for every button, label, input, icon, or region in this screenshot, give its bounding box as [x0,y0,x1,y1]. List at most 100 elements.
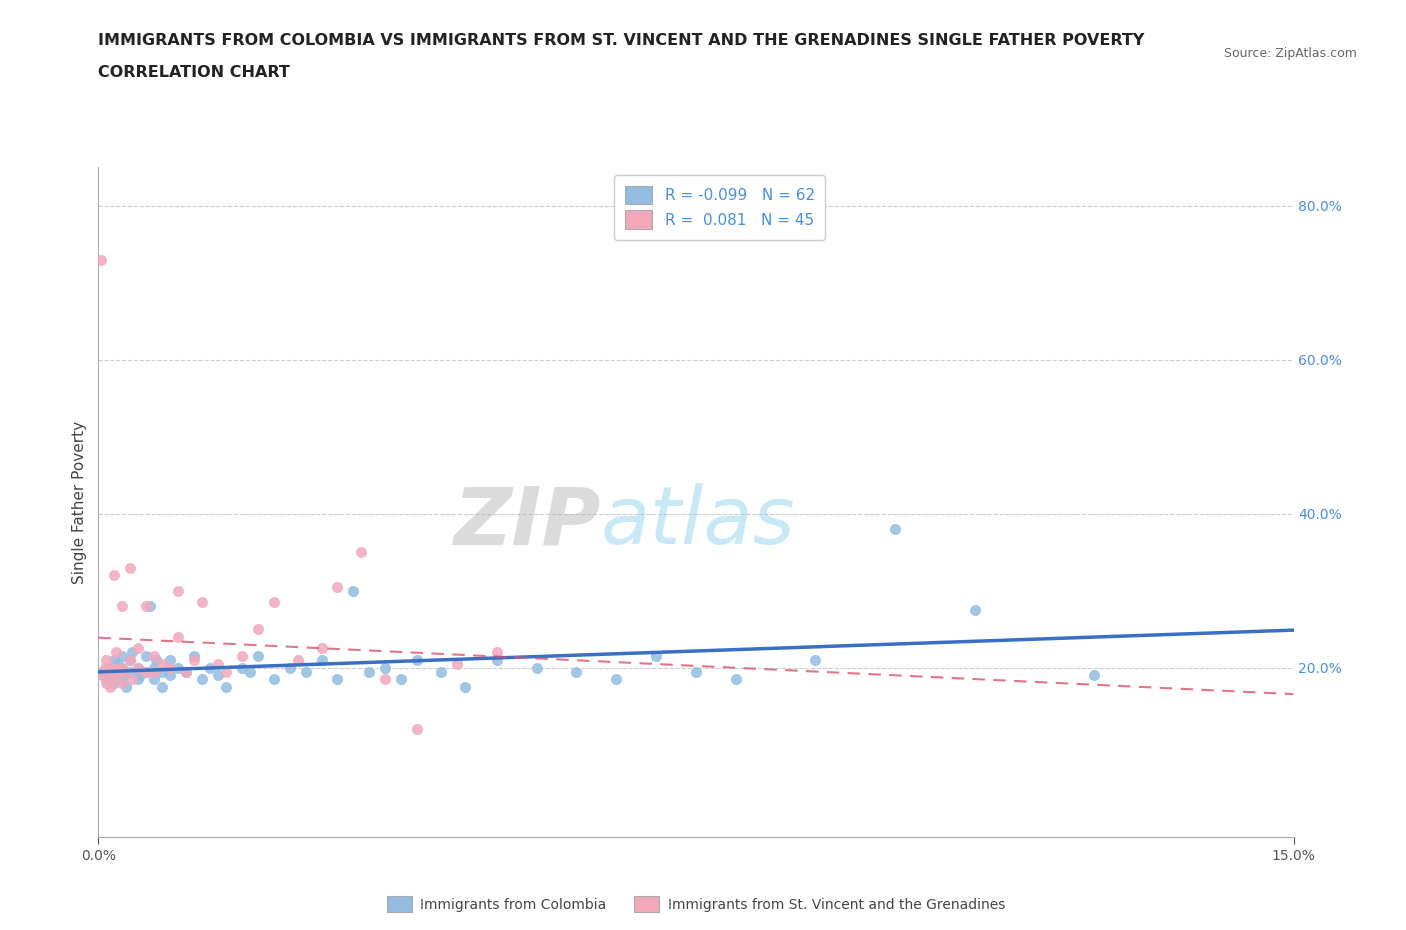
Point [246,622,269,637]
Point [311,641,333,656]
Point [326,579,349,594]
Point [311,653,333,668]
Point [239,664,262,679]
Point [111,649,134,664]
Point [159,653,181,668]
Point [127,660,149,675]
Point [724,671,747,686]
Point [135,664,157,679]
Point [96,671,118,686]
Point [103,660,125,675]
Point [350,545,373,560]
Point [135,599,157,614]
Point [100,680,122,695]
Point [103,568,125,583]
Point [143,649,166,664]
Point [246,649,269,664]
Point [111,660,134,675]
Point [231,649,253,664]
Point [485,653,508,668]
Point [127,641,149,656]
Point [100,668,122,683]
Point [174,664,197,679]
Point [685,664,707,679]
Point [278,660,301,675]
Point [406,722,429,737]
Text: IMMIGRANTS FROM COLOMBIA VS IMMIGRANTS FROM ST. VINCENT AND THE GRENADINES SINGL: IMMIGRANTS FROM COLOMBIA VS IMMIGRANTS F… [98,33,1144,47]
Point [91,664,114,679]
Point [91,668,114,683]
Point [287,653,309,668]
Legend: Immigrants from Colombia, Immigrants from St. Vincent and the Grenadines: Immigrants from Colombia, Immigrants fro… [381,891,1011,918]
Point [342,583,364,598]
Point [374,660,396,675]
Point [174,664,197,679]
Point [112,664,135,679]
Point [263,595,285,610]
Point [389,671,412,686]
Point [884,522,907,537]
Point [97,660,120,675]
Point [167,630,190,644]
Point [139,599,162,614]
Point [120,560,142,575]
Text: Source: ZipAtlas.com: Source: ZipAtlas.com [1223,46,1357,60]
Point [97,664,120,679]
Point [135,649,157,664]
Y-axis label: Single Father Poverty: Single Father Poverty [72,420,87,584]
Point [183,653,205,668]
Point [1083,668,1105,683]
Point [150,657,173,671]
Point [120,653,142,668]
Point [121,671,143,686]
Point [112,668,135,683]
Point [167,583,190,598]
Point [103,671,125,686]
Point [96,653,118,668]
Point [120,653,142,668]
Point [430,664,453,679]
Point [231,660,253,675]
Point [120,664,142,679]
Point [121,644,143,659]
Point [605,671,627,686]
Point [565,664,588,679]
Point [150,680,173,695]
Point [215,664,238,679]
Point [263,671,285,686]
Point [103,653,125,668]
Point [167,660,190,675]
Point [191,671,214,686]
Point [127,660,149,675]
Point [111,660,134,675]
Point [96,675,118,690]
Point [107,664,129,679]
Point [111,599,134,614]
Point [159,660,181,675]
Point [111,671,134,686]
Point [107,657,129,671]
Point [526,660,548,675]
Point [183,649,205,664]
Text: CORRELATION CHART: CORRELATION CHART [98,65,290,80]
Point [143,671,166,686]
Point [128,668,150,683]
Point [198,660,221,675]
Text: atlas: atlas [600,484,796,562]
Point [963,603,986,618]
Point [485,644,508,659]
Point [645,649,668,664]
Point [104,644,127,659]
Point [207,657,229,671]
Point [127,671,149,686]
Point [90,252,112,267]
Point [135,664,157,679]
Point [215,680,238,695]
Point [145,653,167,668]
Point [94,660,117,675]
Point [191,595,214,610]
Text: ZIP: ZIP [453,484,600,562]
Point [446,657,468,671]
Point [104,664,127,679]
Point [103,675,125,690]
